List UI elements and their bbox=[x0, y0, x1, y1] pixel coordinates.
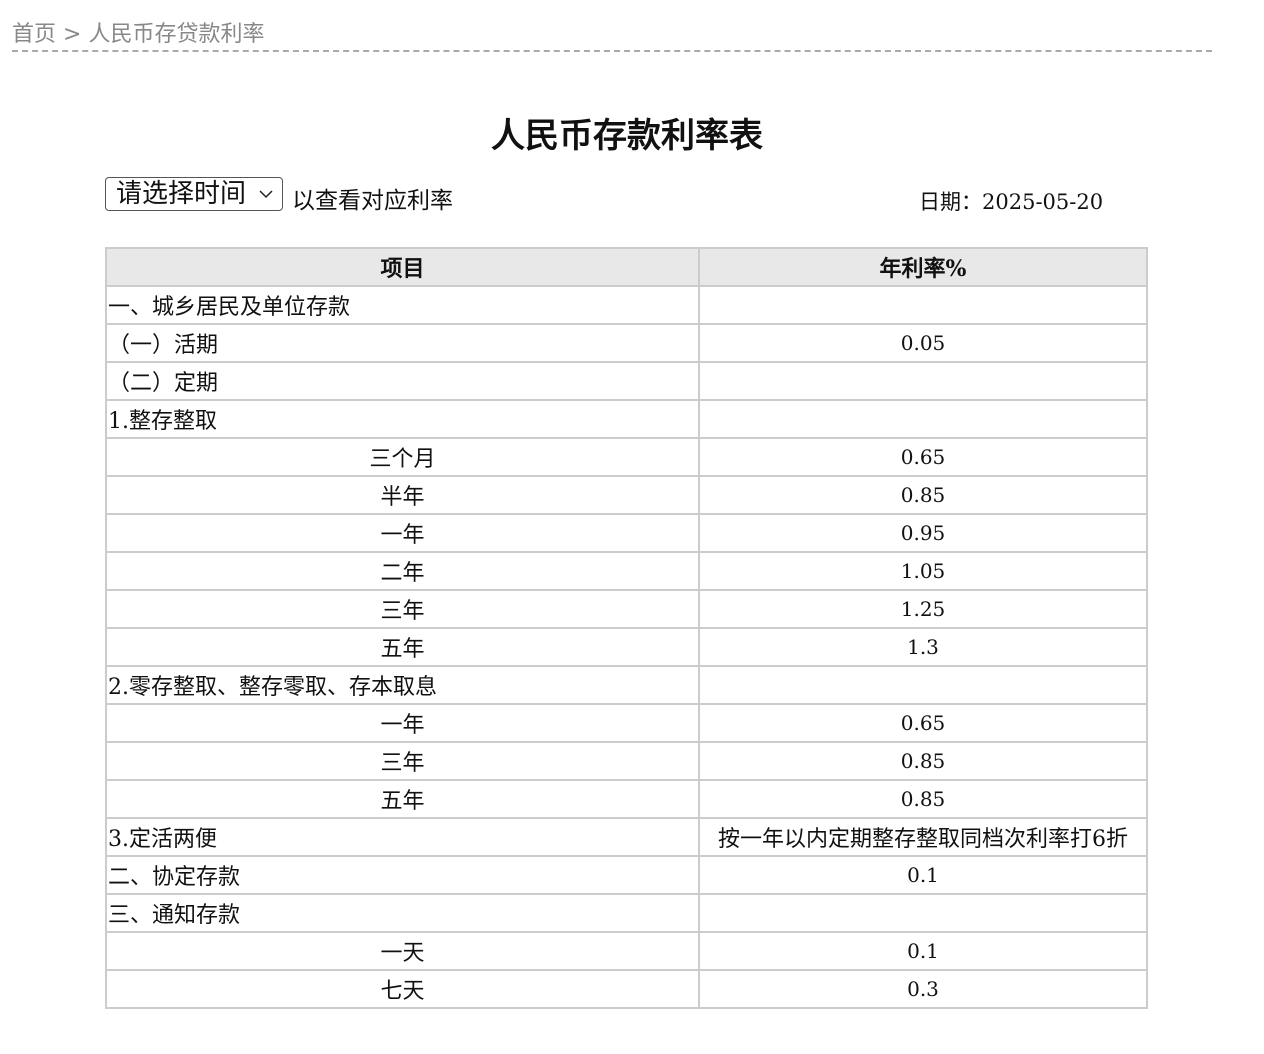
table-row: 三个月 0.65 bbox=[105, 437, 1148, 477]
row-rate: 1.05 bbox=[698, 551, 1148, 591]
row-rate bbox=[698, 665, 1148, 705]
row-rate bbox=[698, 361, 1148, 401]
row-rate: 0.65 bbox=[698, 703, 1148, 743]
row-rate: 0.85 bbox=[698, 475, 1148, 515]
row-rate: 0.85 bbox=[698, 779, 1148, 819]
row-item: 五年 bbox=[105, 779, 700, 819]
table-row: （二）定期 bbox=[105, 361, 1148, 401]
row-rate: 0.3 bbox=[698, 969, 1148, 1009]
row-item: （二）定期 bbox=[105, 361, 700, 401]
row-item: 一年 bbox=[105, 513, 700, 553]
table-row: 一年 0.95 bbox=[105, 513, 1148, 553]
table-row: 二、协定存款 0.1 bbox=[105, 855, 1148, 895]
header-item: 项目 bbox=[105, 247, 700, 287]
date-label: 日期： bbox=[919, 190, 982, 214]
row-rate: 1.25 bbox=[698, 589, 1148, 629]
table-row: 3.定活两便 按一年以内定期整存整取同档次利率打6折 bbox=[105, 817, 1148, 857]
row-item: 3.定活两便 bbox=[105, 817, 700, 857]
table-row: 一年 0.65 bbox=[105, 703, 1148, 743]
table-row: 五年 1.3 bbox=[105, 627, 1148, 667]
row-item: 七天 bbox=[105, 969, 700, 1009]
row-rate bbox=[698, 893, 1148, 933]
row-item: 三年 bbox=[105, 589, 700, 629]
header-rate: 年利率% bbox=[698, 247, 1148, 287]
table-row: 半年 0.85 bbox=[105, 475, 1148, 515]
row-item: 二、协定存款 bbox=[105, 855, 700, 895]
row-rate: 0.1 bbox=[698, 855, 1148, 895]
select-hint: 以查看对应利率 bbox=[292, 188, 453, 214]
date-display: 日期：2025-05-20 bbox=[919, 186, 1103, 216]
row-rate: 0.95 bbox=[698, 513, 1148, 553]
time-select[interactable]: 请选择时间 bbox=[105, 177, 283, 211]
breadcrumb: 首页 > 人民币存贷款利率 bbox=[12, 16, 1212, 52]
row-rate bbox=[698, 285, 1148, 325]
table-row: 三年 1.25 bbox=[105, 589, 1148, 629]
row-item: 2.零存整取、整存零取、存本取息 bbox=[105, 665, 700, 705]
row-item: 1.整存整取 bbox=[105, 399, 700, 439]
table-row: 1.整存整取 bbox=[105, 399, 1148, 439]
page-title: 人民币存款利率表 bbox=[491, 116, 763, 156]
row-rate: 1.3 bbox=[698, 627, 1148, 667]
table-header-row: 项目 年利率% bbox=[105, 247, 1148, 287]
row-rate: 0.85 bbox=[698, 741, 1148, 781]
row-item: 一天 bbox=[105, 931, 700, 971]
row-item: 三个月 bbox=[105, 437, 700, 477]
time-select-value: 请选择时间 bbox=[116, 179, 247, 209]
table-row: 一、城乡居民及单位存款 bbox=[105, 285, 1148, 325]
deposit-rate-table: 项目 年利率% 一、城乡居民及单位存款 （一）活期 0.05 （二）定期 1.整存整取三… bbox=[105, 247, 1148, 1009]
row-item: 三年 bbox=[105, 741, 700, 781]
row-item: 一年 bbox=[105, 703, 700, 743]
table-row: 三年 0.85 bbox=[105, 741, 1148, 781]
row-item: 二年 bbox=[105, 551, 700, 591]
table-row: 2.零存整取、整存零取、存本取息 bbox=[105, 665, 1148, 705]
table-row: 二年 1.05 bbox=[105, 551, 1148, 591]
breadcrumb-home-link[interactable]: 首页 bbox=[12, 22, 57, 47]
date-value: 2025-05-20 bbox=[982, 190, 1104, 214]
table-row: 五年 0.85 bbox=[105, 779, 1148, 819]
row-item: 半年 bbox=[105, 475, 700, 515]
row-rate: 0.65 bbox=[698, 437, 1148, 477]
breadcrumb-current: 人民币存贷款利率 bbox=[88, 22, 265, 47]
row-item: （一）活期 bbox=[105, 323, 700, 363]
table-row: 一天 0.1 bbox=[105, 931, 1148, 971]
row-rate: 0.05 bbox=[698, 323, 1148, 363]
row-item: 三、通知存款 bbox=[105, 893, 700, 933]
row-rate: 0.1 bbox=[698, 931, 1148, 971]
row-item: 一、城乡居民及单位存款 bbox=[105, 285, 700, 325]
table-row: 七天 0.3 bbox=[105, 969, 1148, 1009]
breadcrumb-separator: > bbox=[63, 22, 82, 47]
table-row: 三、通知存款 bbox=[105, 893, 1148, 933]
table-row: （一）活期 0.05 bbox=[105, 323, 1148, 363]
row-item: 五年 bbox=[105, 627, 700, 667]
row-rate bbox=[698, 399, 1148, 439]
row-rate: 按一年以内定期整存整取同档次利率打6折 bbox=[698, 817, 1148, 857]
chevron-down-icon bbox=[258, 178, 274, 221]
